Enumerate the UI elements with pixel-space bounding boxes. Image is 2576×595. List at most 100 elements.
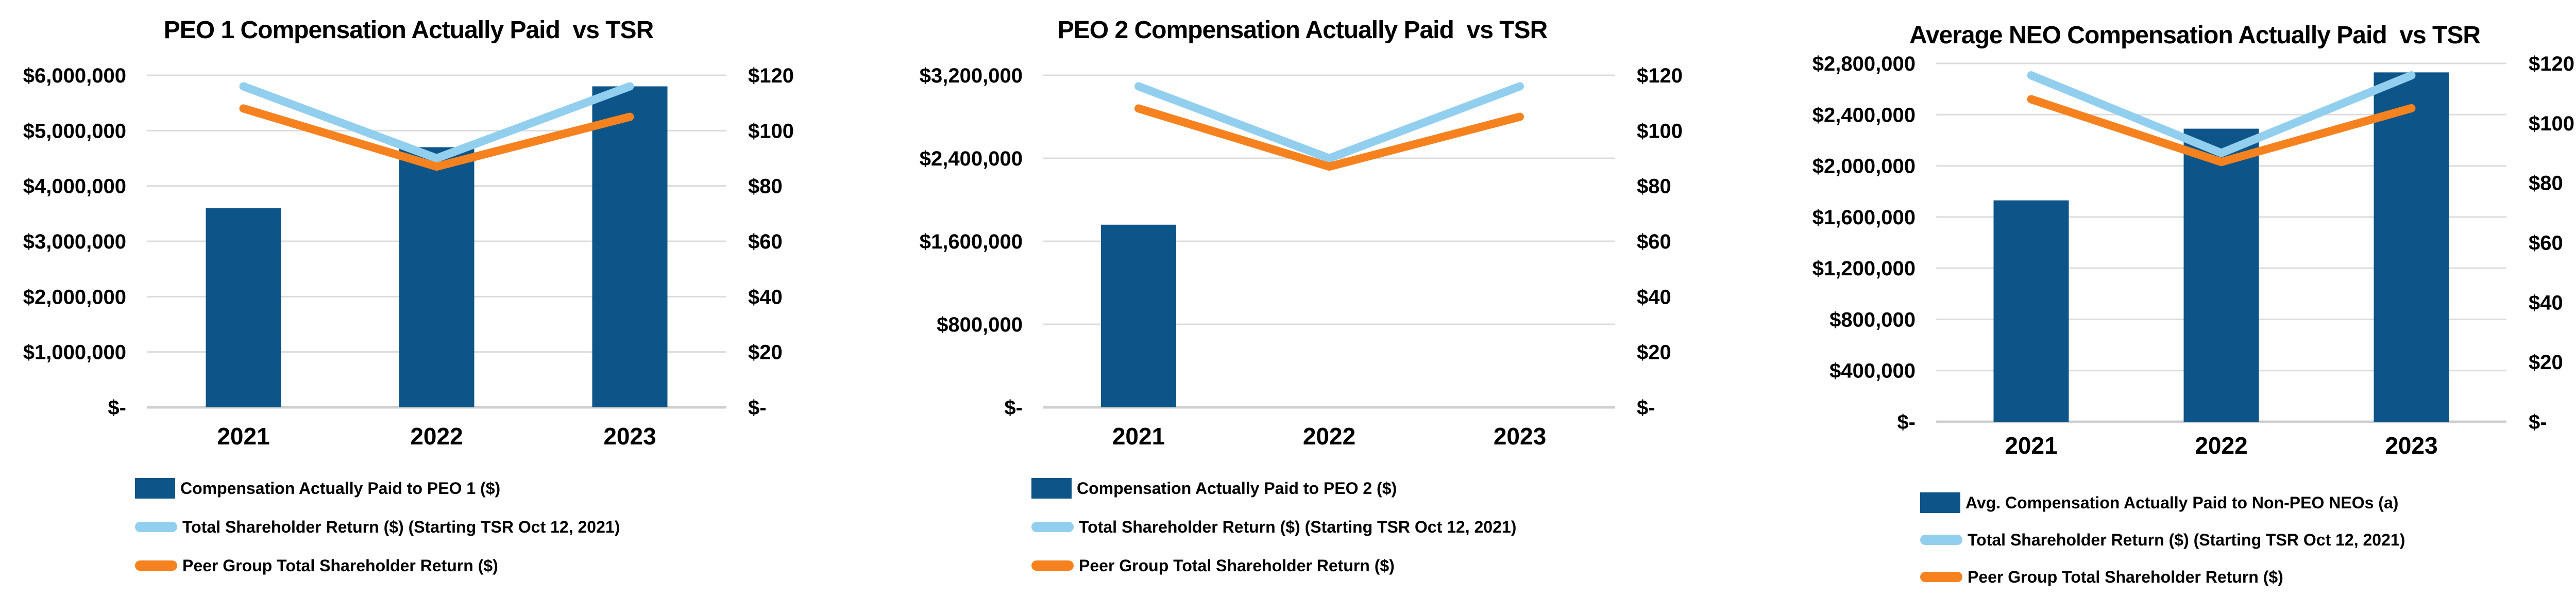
bar-2023 — [2374, 72, 2449, 422]
x-axis-label: 2023 — [2385, 432, 2437, 459]
chart-legend: Compensation Actually Paid to PEO 1 ($) … — [135, 475, 620, 591]
left-axis-tick: $6,000,000 — [23, 64, 126, 87]
x-axis-label: 2021 — [217, 423, 269, 450]
chart-title: PEO 1 Compensation Actually Paid vs TSR — [163, 16, 654, 44]
chart-legend: Compensation Actually Paid to PEO 2 ($) … — [1031, 475, 1516, 591]
legend-item-peer: Peer Group Total Shareholder Return ($) — [1031, 553, 1516, 579]
right-axis-tick: $40 — [1637, 286, 1671, 308]
legend-label: Total Shareholder Return ($) (Starting T… — [182, 517, 620, 536]
left-axis-tick: $1,600,000 — [1812, 206, 1916, 229]
legend-label: Peer Group Total Shareholder Return ($) — [1968, 567, 2283, 586]
legend-label: Peer Group Total Shareholder Return ($) — [1079, 556, 1395, 575]
legend-item-tsr: Total Shareholder Return ($) (Starting T… — [1920, 527, 2405, 553]
tsr-line — [1134, 82, 1524, 162]
bar-2022 — [2183, 128, 2259, 422]
legend-item-bar: Avg. Compensation Actually Paid to Non-P… — [1920, 490, 2405, 516]
bar-2021 — [1993, 200, 2069, 422]
left-axis-tick: $- — [1897, 411, 1916, 434]
legend-label: Avg. Compensation Actually Paid to Non-P… — [1965, 493, 2399, 512]
bar-series-swatch — [1031, 478, 1072, 499]
left-axis-tick: $5,000,000 — [23, 120, 126, 142]
right-axis-tick: $120 — [748, 64, 794, 87]
peer-group-tsr-line — [1134, 104, 1524, 171]
chart-plot-area: $3,200,000 $2,400,000 $1,600,000 $800,000 $-… — [920, 64, 1683, 450]
x-axis-label: 2021 — [1112, 423, 1165, 450]
legend-item-tsr: Total Shareholder Return ($) (Starting T… — [135, 514, 620, 540]
legend-item-bar: Compensation Actually Paid to PEO 1 ($) — [135, 475, 620, 501]
right-axis-tick: $40 — [2529, 291, 2563, 314]
left-axis-tick: $800,000 — [937, 313, 1023, 336]
bar-2021 — [206, 208, 281, 407]
bar-2023 — [592, 86, 668, 407]
chart-avg-neo: Average NEO Compensation Actually Paid v… — [1726, 0, 2576, 595]
right-axis-tick: $60 — [1637, 230, 1671, 253]
legend-label: Total Shareholder Return ($) (Starting T… — [1968, 530, 2405, 549]
tsr-line — [2027, 71, 2416, 157]
legend-label: Peer Group Total Shareholder Return ($) — [182, 556, 498, 575]
right-axis-tick: $80 — [1637, 175, 1671, 198]
left-axis-tick: $1,200,000 — [1812, 257, 1916, 280]
peer-line-swatch — [1920, 572, 1962, 582]
bar-series-swatch — [1920, 492, 1960, 513]
left-axis-tick: $3,200,000 — [920, 64, 1023, 87]
right-axis-tick: $120 — [2529, 53, 2574, 75]
right-axis-tick: $80 — [2529, 172, 2563, 195]
left-axis-tick: $2,000,000 — [1812, 155, 1916, 178]
right-axis-tick: $80 — [748, 175, 783, 198]
right-axis-tick: $60 — [748, 230, 783, 253]
legend-item-peer: Peer Group Total Shareholder Return ($) — [1920, 564, 2405, 590]
right-axis-tick: $60 — [2529, 232, 2563, 255]
legend-item-peer: Peer Group Total Shareholder Return ($) — [135, 553, 620, 579]
right-axis-tick: $- — [2529, 411, 2547, 434]
bar-2021 — [1101, 224, 1176, 407]
right-axis-tick: $100 — [1637, 120, 1683, 142]
right-axis-tick: $20 — [2529, 351, 2563, 374]
right-axis-tick: $100 — [2529, 112, 2574, 135]
tsr-line — [239, 82, 634, 162]
x-axis-label: 2021 — [2005, 432, 2057, 459]
peer-group-tsr-line — [239, 104, 634, 171]
tsr-line-swatch — [1920, 535, 1962, 545]
right-axis-tick: $- — [748, 396, 767, 419]
legend-label: Total Shareholder Return ($) (Starting T… — [1079, 517, 1517, 536]
right-axis-tick: $120 — [1637, 64, 1683, 87]
legend-label: Compensation Actually Paid to PEO 2 ($) — [1077, 478, 1397, 498]
left-axis-tick: $1,000,000 — [23, 341, 126, 364]
x-axis-label: 2023 — [603, 423, 656, 450]
bar-2022 — [399, 147, 474, 407]
legend-label: Compensation Actually Paid to PEO 1 ($) — [180, 478, 501, 498]
left-axis-tick: $1,600,000 — [920, 230, 1023, 253]
left-axis-tick: $2,400,000 — [1812, 104, 1916, 126]
x-axis-label: 2022 — [410, 423, 463, 450]
tsr-line-swatch — [135, 522, 177, 532]
legend-item-bar: Compensation Actually Paid to PEO 2 ($) — [1031, 475, 1516, 501]
x-axis-label: 2022 — [2195, 432, 2247, 459]
left-axis-tick: $400,000 — [1829, 360, 1916, 383]
left-axis-tick: $2,400,000 — [920, 147, 1023, 170]
legend-item-tsr: Total Shareholder Return ($) (Starting T… — [1031, 514, 1516, 540]
peer-line-swatch — [1031, 560, 1074, 571]
left-axis-tick: $800,000 — [1829, 308, 1916, 331]
left-axis-tick: $2,800,000 — [1812, 53, 1916, 75]
x-axis-label: 2022 — [1303, 423, 1355, 450]
chart-peo2: PEO 2 Compensation Actually Paid vs TSR … — [863, 0, 1726, 595]
right-axis-tick: $- — [1637, 396, 1655, 419]
x-axis-label: 2023 — [1494, 423, 1546, 450]
right-axis-tick: $20 — [748, 341, 783, 364]
chart-plot-area: $2,800,000 $2,400,000 $2,000,000 $1,600,000… — [1812, 53, 2574, 459]
right-axis-tick: $100 — [748, 120, 794, 142]
left-axis-tick: $3,000,000 — [23, 230, 126, 253]
chart-title: Average NEO Compensation Actually Paid v… — [1909, 22, 2481, 49]
tsr-line-swatch — [1031, 522, 1074, 532]
right-axis-tick: $20 — [1637, 341, 1671, 364]
left-axis-tick: $4,000,000 — [23, 175, 126, 198]
chart-plot-area: $6,000,000 $5,000,000 $4,000,000 $3,000,000… — [23, 64, 794, 450]
peer-line-swatch — [135, 560, 177, 571]
bar-series-swatch — [135, 478, 175, 499]
chart-legend: Avg. Compensation Actually Paid to Non-P… — [1920, 490, 2405, 595]
chart-title: PEO 2 Compensation Actually Paid vs TSR — [1057, 16, 1548, 44]
peer-group-tsr-line — [2027, 95, 2416, 167]
chart-peo1: PEO 1 Compensation Actually Paid vs TSR … — [0, 0, 863, 595]
left-axis-tick: $- — [1004, 396, 1023, 419]
